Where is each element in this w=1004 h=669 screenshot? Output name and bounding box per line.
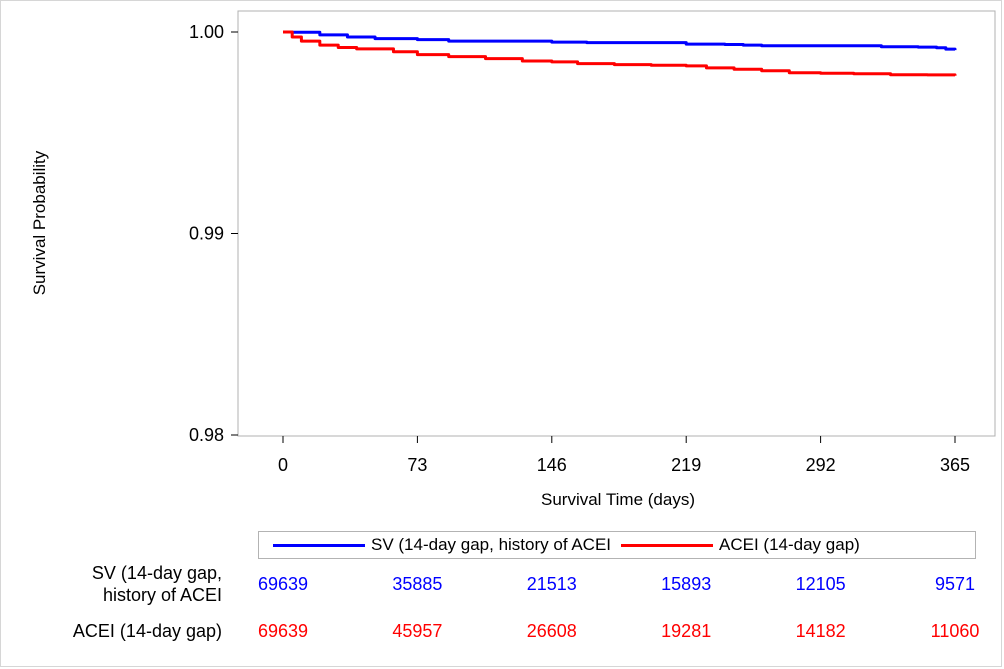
risk-value-acei: 26608 [526, 621, 577, 641]
x-tick-label: 146 [537, 455, 567, 475]
x-tick-label: 73 [407, 455, 427, 475]
risk-value-acei: 19281 [661, 621, 712, 641]
series-layer [283, 30, 957, 77]
plot-border [237, 10, 996, 437]
y-axis: 0.98 0.99 1.00 [189, 22, 238, 445]
legend-label-sv: SV (14-day gap, history of ACEI [371, 535, 612, 554]
x-axis-title: Survival Time (days) [541, 490, 695, 509]
series-line-acei [283, 30, 957, 77]
legend-label-acei: ACEI (14-day gap) [719, 535, 860, 554]
risk-row-label-sv-line2: history of ACEI [102, 585, 222, 605]
risk-value-acei: 45957 [392, 621, 443, 641]
legend-swatch-acei [621, 543, 714, 547]
legend-entry-sv: SV (14-day gap, history of ACEI [273, 532, 611, 558]
y-tick-label: 1.00 [189, 22, 224, 42]
risk-row-label-sv: SV (14-day gap, history of ACEI [20, 562, 222, 606]
legend-entry-acei: ACEI (14-day gap) [621, 532, 860, 558]
risk-value-acei: 14182 [795, 621, 846, 641]
risk-value-sv: 35885 [392, 574, 443, 594]
legend-swatch-sv [273, 543, 365, 547]
x-tick-label: 219 [671, 455, 701, 475]
y-axis-title: Survival Probability [30, 150, 49, 295]
x-tick-label: 292 [806, 455, 836, 475]
risk-value-acei: 69639 [257, 621, 309, 641]
risk-value-acei: 11060 [930, 621, 980, 641]
risk-value-sv: 12105 [795, 574, 846, 594]
legend: SV (14-day gap, history of ACEI ACEI (14… [258, 531, 976, 559]
y-tick-label: 0.98 [189, 425, 224, 445]
x-tick-label: 0 [278, 455, 288, 475]
risk-value-sv: 21513 [526, 574, 577, 594]
risk-row-label-sv-line1: SV (14-day gap, [91, 563, 222, 583]
risk-row-label-acei-line1: ACEI (14-day gap) [72, 621, 222, 641]
series-line-sv [283, 30, 957, 51]
y-tick-label: 0.99 [189, 224, 224, 244]
plot-area [237, 10, 996, 437]
x-tick-label: 365 [940, 455, 970, 475]
risk-row-label-acei: ACEI (14-day gap) [20, 620, 222, 642]
risk-value-sv: 69639 [257, 574, 309, 594]
risk-value-sv: 15893 [661, 574, 712, 594]
x-axis: 0 73 146 219 292 365 [278, 436, 970, 475]
risk-value-sv: 9571 [934, 574, 976, 594]
